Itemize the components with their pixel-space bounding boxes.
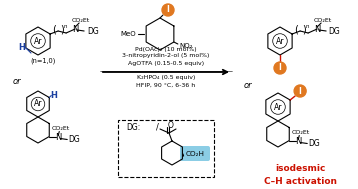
Text: H: H: [50, 91, 57, 100]
FancyBboxPatch shape: [118, 120, 214, 177]
Text: (: (: [294, 24, 298, 34]
Text: AgOTFA (0.15-0.5 equiv): AgOTFA (0.15-0.5 equiv): [128, 60, 204, 66]
Text: ): ): [60, 24, 64, 34]
Circle shape: [294, 85, 306, 97]
Text: DG: DG: [87, 28, 99, 36]
Text: N: N: [295, 137, 301, 146]
Text: or: or: [13, 77, 21, 85]
Text: NO₂: NO₂: [179, 43, 193, 49]
Text: 3-nitropyridin-2-ol (5 mol%): 3-nitropyridin-2-ol (5 mol%): [122, 53, 210, 59]
Text: HFIP, 90 °C, 6-36 h: HFIP, 90 °C, 6-36 h: [136, 83, 195, 88]
Text: O: O: [168, 121, 174, 129]
Text: N: N: [314, 25, 320, 33]
Text: Ar: Ar: [274, 102, 282, 112]
Text: Ar: Ar: [276, 36, 284, 46]
FancyBboxPatch shape: [180, 146, 210, 161]
Text: DG: DG: [328, 28, 340, 36]
Text: ): ): [302, 24, 306, 34]
Text: I: I: [166, 5, 169, 15]
Text: CO₂Et: CO₂Et: [291, 130, 309, 135]
Text: N: N: [55, 133, 62, 142]
Text: I: I: [299, 87, 301, 95]
Text: or: or: [244, 81, 252, 91]
Text: K₂HPO₄ (0.5 equiv): K₂HPO₄ (0.5 equiv): [137, 75, 195, 81]
Text: isodesmic
C–H activation: isodesmic C–H activation: [263, 164, 337, 186]
Text: I: I: [279, 64, 281, 73]
Text: (n=1,0): (n=1,0): [30, 58, 56, 64]
Circle shape: [162, 4, 174, 16]
Text: Ar: Ar: [34, 99, 42, 108]
Text: CO₂Et: CO₂Et: [314, 18, 332, 22]
Text: Pd(OAc)₂ (10 mol%): Pd(OAc)₂ (10 mol%): [135, 46, 197, 51]
Circle shape: [274, 62, 286, 74]
Text: CO₂H: CO₂H: [185, 150, 204, 156]
Text: CO₂Et: CO₂Et: [72, 18, 90, 22]
Text: CO₂Et: CO₂Et: [51, 126, 69, 131]
Text: (: (: [52, 24, 56, 34]
Text: MeO: MeO: [120, 31, 136, 37]
Text: DG: DG: [308, 139, 320, 148]
Text: /: /: [156, 122, 159, 132]
Text: Ar: Ar: [34, 36, 42, 46]
Text: n: n: [63, 23, 67, 29]
Text: DG:: DG:: [126, 122, 140, 132]
Text: n: n: [305, 23, 309, 29]
Text: H: H: [19, 43, 25, 51]
Text: DG: DG: [68, 135, 80, 144]
Text: N: N: [72, 25, 78, 33]
